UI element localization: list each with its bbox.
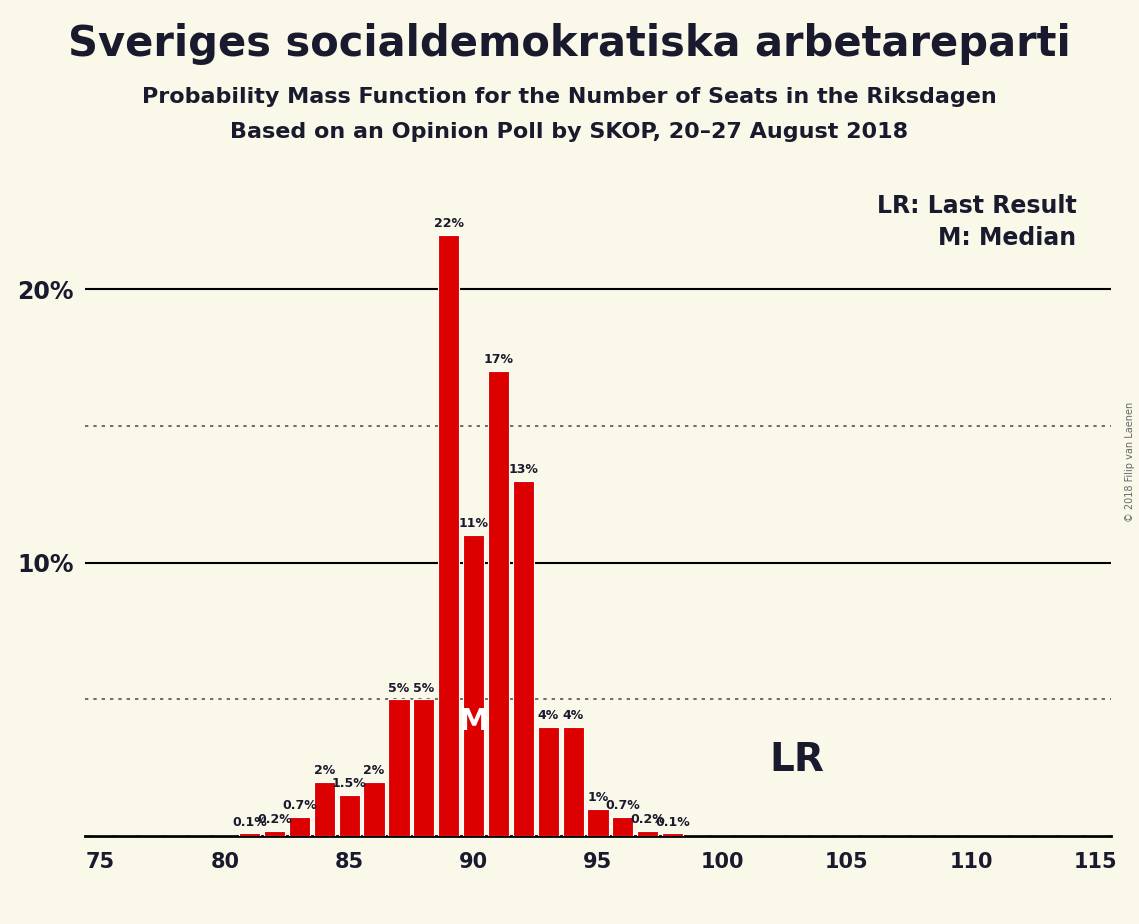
Text: Probability Mass Function for the Number of Seats in the Riksdagen: Probability Mass Function for the Number… bbox=[142, 87, 997, 107]
Text: 0.1%: 0.1% bbox=[232, 816, 267, 829]
Text: Based on an Opinion Poll by SKOP, 20–27 August 2018: Based on an Opinion Poll by SKOP, 20–27 … bbox=[230, 122, 909, 142]
Bar bbox=[637, 831, 658, 836]
Bar bbox=[313, 782, 335, 836]
Bar bbox=[662, 833, 683, 836]
Bar bbox=[439, 235, 459, 836]
Bar bbox=[264, 831, 285, 836]
Text: 0.7%: 0.7% bbox=[606, 799, 640, 812]
Text: 0.1%: 0.1% bbox=[655, 816, 690, 829]
Bar bbox=[388, 699, 410, 836]
Text: 0.2%: 0.2% bbox=[257, 813, 292, 826]
Bar bbox=[613, 817, 633, 836]
Text: 1.5%: 1.5% bbox=[331, 777, 367, 790]
Bar bbox=[513, 480, 534, 836]
Text: 0.7%: 0.7% bbox=[282, 799, 317, 812]
Bar bbox=[239, 833, 260, 836]
Text: LR: LR bbox=[770, 741, 825, 779]
Bar bbox=[588, 808, 608, 836]
Text: 5%: 5% bbox=[413, 682, 434, 695]
Bar bbox=[289, 817, 310, 836]
Text: 17%: 17% bbox=[483, 353, 514, 366]
Bar bbox=[538, 727, 559, 836]
Text: 4%: 4% bbox=[538, 709, 559, 722]
Text: M: M bbox=[458, 708, 489, 736]
Text: Sveriges socialdemokratiska arbetareparti: Sveriges socialdemokratiska arbetarepart… bbox=[68, 23, 1071, 65]
Bar bbox=[563, 727, 583, 836]
Text: 5%: 5% bbox=[388, 682, 410, 695]
Text: 13%: 13% bbox=[508, 463, 539, 476]
Text: © 2018 Filip van Laenen: © 2018 Filip van Laenen bbox=[1125, 402, 1134, 522]
Text: LR: Last Result: LR: Last Result bbox=[877, 194, 1076, 218]
Text: 22%: 22% bbox=[434, 216, 464, 229]
Text: M: Median: M: Median bbox=[939, 226, 1076, 250]
Bar bbox=[462, 535, 484, 836]
Text: 2%: 2% bbox=[363, 763, 385, 776]
Text: 2%: 2% bbox=[313, 763, 335, 776]
Bar bbox=[363, 782, 385, 836]
Text: 1%: 1% bbox=[588, 791, 608, 804]
Bar bbox=[338, 796, 360, 836]
Text: 4%: 4% bbox=[563, 709, 583, 722]
Bar bbox=[413, 699, 434, 836]
Text: 11%: 11% bbox=[459, 517, 489, 530]
Text: 0.2%: 0.2% bbox=[630, 813, 665, 826]
Bar bbox=[487, 371, 509, 836]
